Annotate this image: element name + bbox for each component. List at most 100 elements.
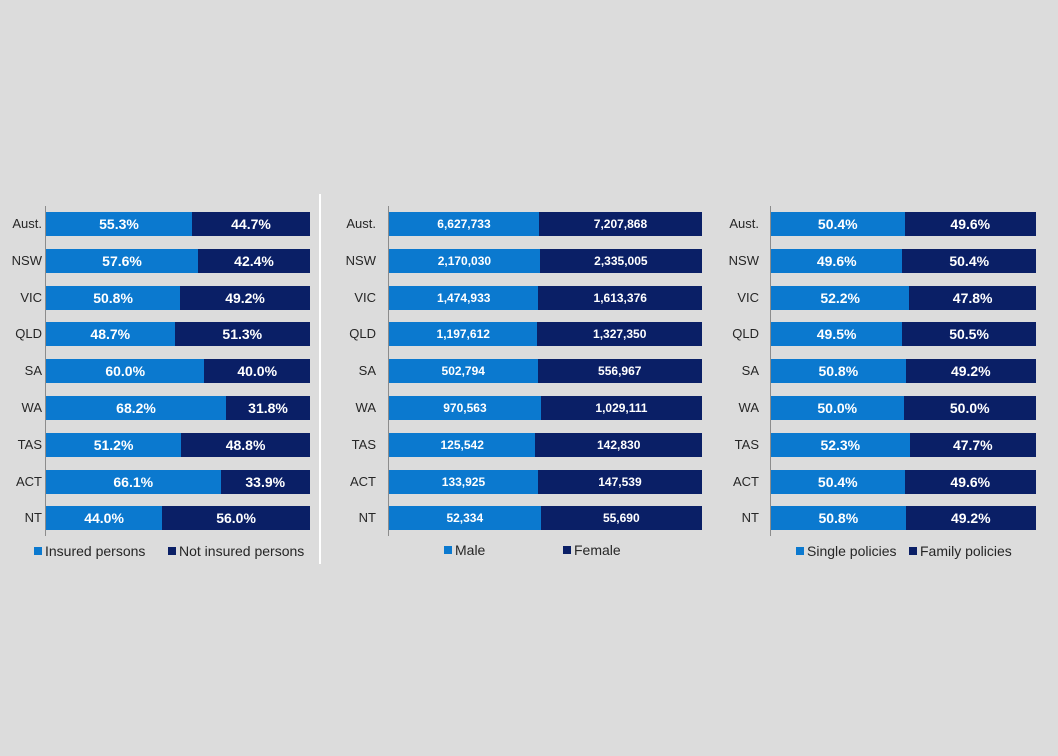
bar-segment — [905, 506, 1036, 531]
category-axis-line — [388, 206, 389, 537]
data-label: 2,170,030 — [437, 253, 492, 268]
bar-segment — [904, 212, 1036, 236]
data-label: 52.3% — [820, 436, 861, 453]
data-label: 68.2% — [116, 400, 156, 416]
legend-item: Family policies — [909, 543, 1012, 559]
category-label: SA — [741, 363, 759, 379]
bar-segment — [389, 506, 541, 531]
bar-segment — [389, 396, 541, 420]
data-label: 970,563 — [443, 401, 487, 415]
bar-segment — [46, 432, 182, 457]
legend-swatch — [444, 546, 452, 554]
bar-segment — [902, 248, 1036, 273]
data-label: 47.8% — [952, 289, 993, 306]
category-label: NSW — [11, 252, 42, 268]
data-label: 1,474,933 — [437, 290, 491, 305]
legend-item: Insured persons — [34, 543, 145, 559]
bar-segment — [46, 212, 192, 236]
data-label: 55.3% — [99, 216, 139, 232]
data-label: 1,197,612 — [436, 327, 490, 342]
category-label: QLD — [15, 326, 42, 342]
legend-swatch — [168, 547, 176, 555]
category-label: VIC — [354, 289, 376, 305]
category-label: QLD — [732, 326, 759, 342]
bar-segment — [174, 322, 310, 347]
legend-label: Female — [574, 542, 621, 558]
bar-segment — [903, 396, 1036, 420]
bar-segment — [389, 248, 540, 273]
bar-segment — [538, 212, 702, 236]
category-label: WA — [738, 400, 759, 415]
data-label: 50.4% — [817, 216, 858, 232]
category-label: NSW — [345, 252, 376, 268]
bar-segment — [389, 322, 538, 347]
data-label: 50.8% — [818, 363, 859, 380]
bar-segment — [46, 506, 163, 531]
data-label: 44.0% — [84, 510, 124, 527]
bar-segment — [540, 396, 702, 420]
bar-segment — [771, 469, 905, 494]
bar-segment — [537, 359, 702, 384]
bar-segment — [162, 506, 310, 531]
bar-segment — [538, 285, 702, 310]
bar-segment — [902, 322, 1036, 347]
category-label: TAS — [351, 436, 376, 452]
data-label: 40.0% — [237, 363, 278, 380]
category-label: SA — [358, 363, 376, 379]
bar-segment — [539, 248, 702, 273]
bar-segment — [181, 432, 310, 457]
data-label: 125,542 — [440, 437, 484, 452]
category-label: VIC — [20, 289, 42, 305]
bar-segment — [204, 359, 310, 384]
category-label: NT — [24, 510, 42, 526]
data-label: 31.8% — [248, 400, 288, 416]
data-label: 66.1% — [113, 473, 154, 490]
bar-segment — [389, 469, 538, 494]
bar-segment — [771, 322, 903, 347]
bar-segment — [180, 285, 310, 310]
category-label: WA — [355, 400, 376, 415]
bar-segment — [191, 212, 310, 236]
data-label: 52,334 — [446, 511, 484, 526]
data-label: 49.5% — [816, 326, 857, 343]
data-label: 50.5% — [949, 326, 989, 343]
data-label: 1,327,350 — [593, 327, 647, 342]
category-label: TAS — [734, 436, 759, 452]
bar-segment — [771, 212, 905, 236]
data-label: 49.2% — [950, 363, 991, 380]
category-label: SA — [24, 363, 42, 379]
legend-item: Single policies — [796, 543, 897, 559]
category-label: TAS — [17, 436, 42, 452]
data-label: 556,967 — [598, 364, 642, 379]
bar-segment — [909, 432, 1036, 457]
data-label: 49.6% — [816, 252, 857, 269]
data-label: 52.2% — [820, 289, 861, 306]
bar-segment — [46, 322, 175, 347]
legend-item: Female — [563, 542, 621, 558]
category-label: ACT — [350, 473, 376, 489]
category-axis-line — [770, 206, 771, 537]
data-label: 1,029,111 — [595, 401, 648, 415]
category-label: QLD — [349, 326, 376, 342]
legend-label: Family policies — [920, 543, 1012, 559]
bar-segment — [537, 322, 702, 347]
data-label: 49.2% — [950, 510, 991, 527]
bar-segment — [537, 469, 702, 494]
bar-segment — [771, 285, 910, 310]
legend-swatch — [909, 547, 917, 555]
data-label: 48.8% — [225, 436, 266, 453]
data-label: 50.0% — [817, 400, 858, 416]
data-label: 2,335,005 — [594, 253, 648, 268]
category-label: VIC — [737, 289, 759, 305]
data-label: 48.7% — [90, 326, 131, 343]
bar-segment — [198, 248, 310, 273]
bar-segment — [389, 432, 536, 457]
bar-segment — [46, 469, 221, 494]
data-label: 50.0% — [949, 400, 990, 416]
legend-label: Not insured persons — [179, 543, 305, 559]
data-label: 133,925 — [441, 474, 486, 489]
data-label: 1,613,376 — [593, 290, 647, 305]
legend-item: Male — [444, 542, 485, 558]
data-label: 42.4% — [234, 252, 274, 269]
